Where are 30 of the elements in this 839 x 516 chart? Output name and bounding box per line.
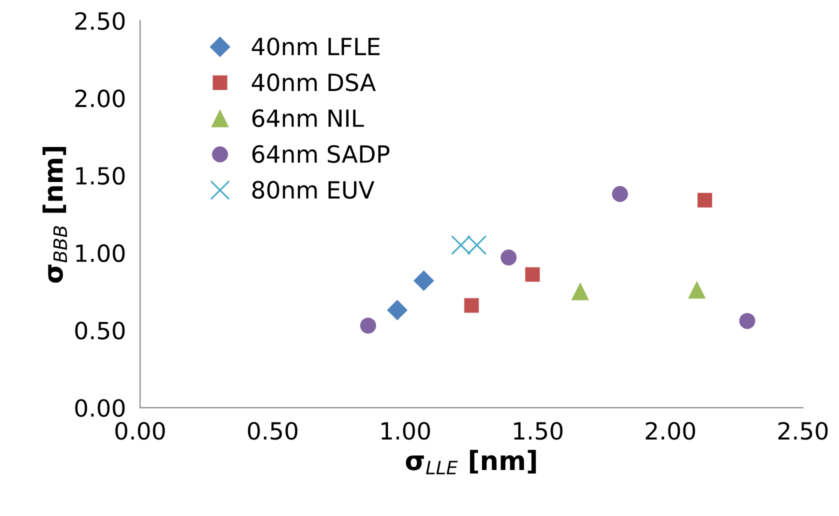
legend-label: 64nm SADP [252, 145, 390, 163]
y-tick-label: 0.00 [75, 399, 125, 417]
legend-label: 40nm LFLE [252, 38, 380, 56]
y-tick-label: 2.00 [75, 89, 125, 108]
y-tick-label: 0.50 [75, 322, 125, 340]
x-tick-label: 1.00 [382, 422, 430, 440]
y-tick-label: 1.50 [76, 166, 125, 185]
x-tick-label: 2.00 [646, 422, 696, 440]
x-tick-label: 2.50 [778, 422, 828, 440]
point [464, 298, 479, 313]
point [688, 281, 706, 299]
point [414, 270, 434, 291]
point [525, 267, 540, 282]
x-tick-label: 0.50 [248, 422, 298, 440]
point [360, 318, 376, 334]
y-axis-title: σ$_{BBB}$ [nm] [42, 146, 67, 283]
legend-label: 80nm EUV [252, 180, 374, 199]
legend-label: 40nm DSA [252, 73, 376, 92]
point [612, 186, 628, 202]
point [572, 282, 589, 300]
x-tick-label: 0.00 [115, 422, 165, 440]
y-tick-label: 1.00 [76, 244, 125, 262]
y-tick-label: 2.50 [75, 12, 125, 30]
point [698, 192, 712, 208]
legend-label: 64nm NIL [252, 109, 364, 128]
point [739, 312, 756, 329]
point [500, 249, 517, 266]
point [387, 300, 408, 320]
x-tick-label: 1.50 [514, 422, 563, 440]
x-axis-title: σ$_{LLE}$ [nm] [406, 450, 536, 474]
